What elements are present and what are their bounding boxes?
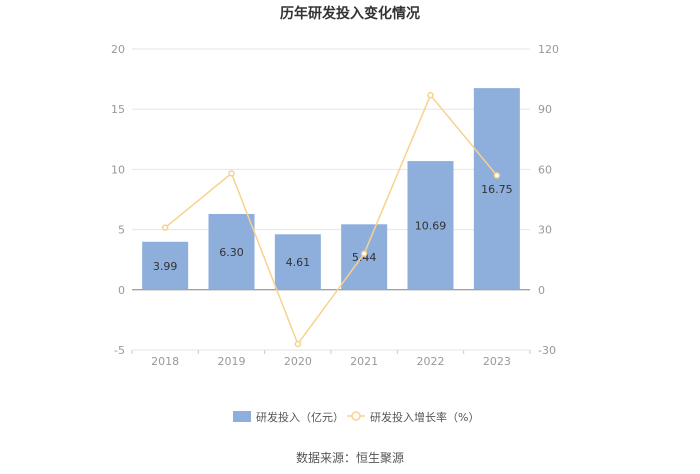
left-tick-label: 15 [111,103,125,116]
x-tick-label: 2020 [284,355,312,368]
right-tick-label: 60 [538,163,552,176]
bar [274,234,321,290]
right-tick-label: -30 [538,344,556,357]
growth-point [228,170,235,177]
right-tick-label: 120 [538,43,559,56]
bar-value-label: 4.61 [286,256,311,269]
x-tick-label: 2023 [483,355,511,368]
right-tick-label: 30 [538,224,552,237]
growth-point [493,172,501,179]
right-tick-label: 90 [538,103,552,116]
legend-bar-swatch [233,411,251,422]
bar [341,224,388,290]
line-series [161,91,501,348]
bar-value-label: 10.69 [415,219,447,232]
growth-point [360,250,368,257]
x-tick-label: 2018 [151,355,179,368]
left-tick-label: 5 [118,224,125,237]
right-tick-label: 0 [538,284,545,297]
bar-value-label: 6.30 [219,246,244,259]
bar [473,88,520,290]
x-tick-label: 2019 [218,355,246,368]
legend-bar-label: 研发投入（亿元） [256,410,344,424]
growth-point [294,340,302,348]
legend[interactable]: 研发投入（亿元） 研发投入增长率（%） [233,410,479,424]
x-tick-label: 2022 [417,355,445,368]
growth-point [427,91,434,99]
left-tick-label: 10 [111,163,125,176]
right-axis: -30 0 30 60 90 120 [538,43,559,357]
chart-title: 历年研发投入变化情况 [280,5,420,22]
source-note: 数据来源：恒生聚源 [296,450,404,465]
legend-line-label: 研发投入增长率（%） [370,410,479,424]
growth-point [161,224,169,231]
growth-line [164,93,498,346]
left-tick-label: 0 [118,284,125,297]
bar-value-label: 3.99 [153,260,178,273]
x-axis: 2018 2019 2020 2021 2022 2023 [131,350,531,368]
left-tick-label: 20 [111,43,125,56]
grid [132,48,530,351]
x-tick-label: 2021 [350,355,378,368]
legend-line-marker [351,411,361,421]
bar [407,161,454,290]
bar [142,241,189,290]
left-axis: -5 0 5 10 15 20 [111,43,125,357]
left-tick-label: -5 [114,344,125,357]
bar-value-label: 16.75 [481,183,513,196]
bar [208,213,255,290]
